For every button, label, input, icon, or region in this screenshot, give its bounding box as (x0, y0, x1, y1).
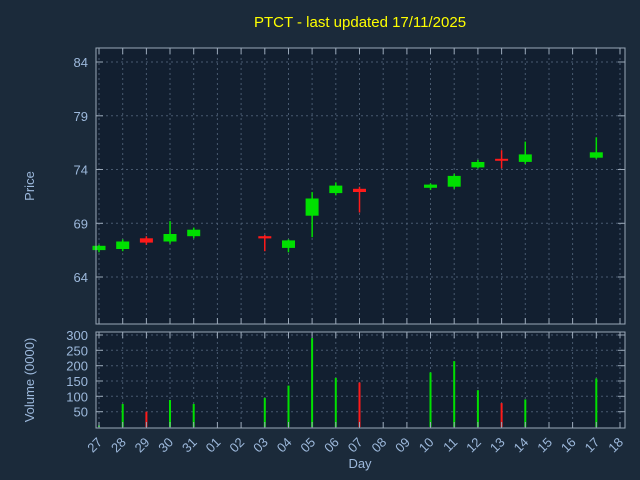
svg-text:100: 100 (66, 389, 88, 404)
chart-title: PTCT - last updated 17/11/2025 (254, 14, 466, 31)
svg-text:84: 84 (74, 55, 88, 70)
svg-text:150: 150 (66, 374, 88, 389)
svg-text:50: 50 (74, 405, 88, 420)
candles-layer (92, 137, 603, 253)
svg-text:69: 69 (74, 216, 88, 231)
svg-text:74: 74 (74, 163, 88, 178)
volume-axis-label: Volume (0000) (22, 338, 37, 423)
svg-text:300: 300 (66, 328, 88, 343)
price-panel-bg (96, 48, 625, 324)
price-axis-label: Price (22, 171, 37, 201)
svg-text:79: 79 (74, 109, 88, 124)
x-axis-label: Day (348, 456, 372, 471)
panel-frames (95, 47, 626, 429)
tick-marks (96, 48, 625, 428)
svg-text:250: 250 (66, 343, 88, 358)
svg-text:64: 64 (74, 270, 88, 285)
svg-text:200: 200 (66, 359, 88, 374)
